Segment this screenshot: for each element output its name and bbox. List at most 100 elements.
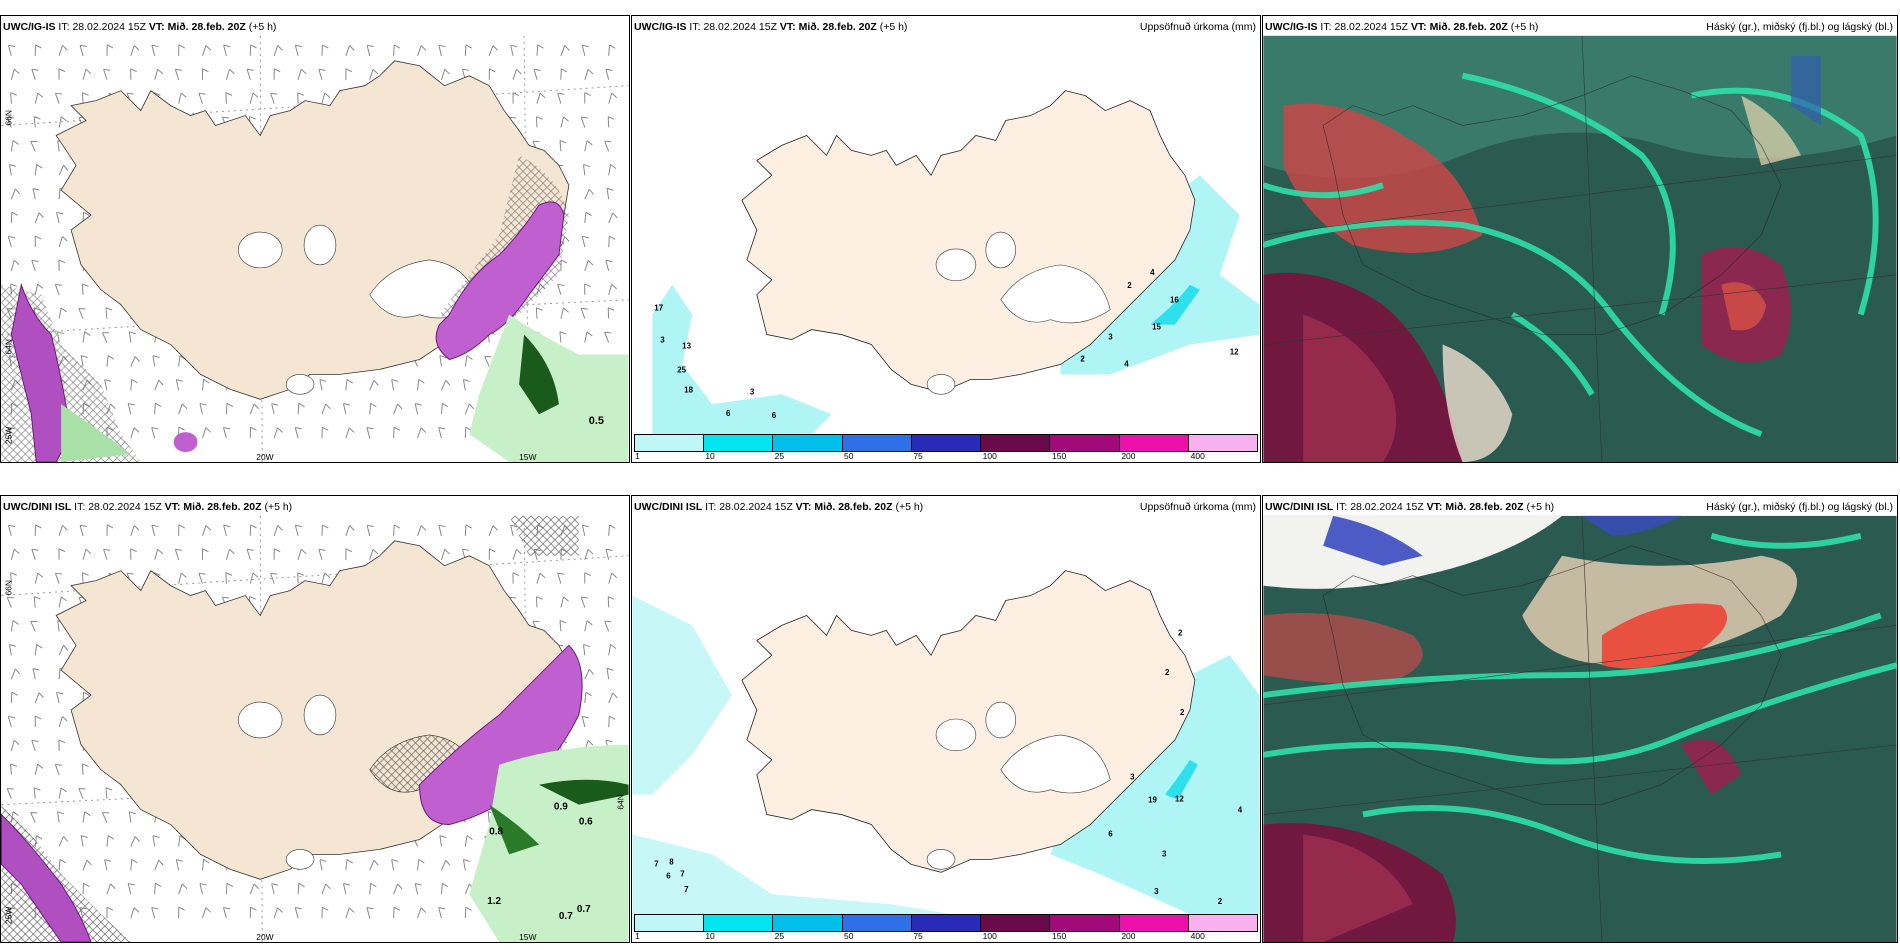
precip-values: 17 3 13 25 18 3 6 6 2 16 15 3 2 4 12 4 [654,268,1239,420]
wind-barb [581,44,589,56]
wind-barb [178,524,186,536]
panel-header: UWC/DINI ISL IT: 28.02.2024 15Z VT: Mið.… [3,501,293,513]
svg-text:8: 8 [669,857,674,866]
wind-barb [34,572,44,584]
wind-barb [512,92,520,104]
wind-barb [606,667,614,680]
wind-barb [106,906,114,919]
wind-barb [608,283,617,295]
legend-swatch [1050,915,1120,931]
wind-barb [225,572,233,584]
wind-barb [581,235,589,248]
panel-dini-precip: UWC/DINI ISL IT: 28.02.2024 15Z VT: Mið.… [631,495,1261,943]
wind-barb [560,596,569,608]
wind-barb [464,403,475,415]
wind-barb [82,548,92,560]
legend-swatch [842,915,912,931]
wind-barb [535,307,543,319]
wind-barb [440,379,451,391]
wind-barb [130,525,140,536]
legend-label: 50 [844,931,854,941]
svg-text:3: 3 [750,387,755,396]
wind-barb [249,883,259,895]
panel-title: Uppsöfnuð úrkoma (mm) [1139,501,1256,513]
wind-barb [78,788,86,799]
wind-barb [178,92,187,104]
wind-barb [152,835,160,847]
wind-barb [464,906,472,919]
wind-barb [560,45,570,56]
panel-dini-wind: UWC/DINI ISL IT: 28.02.2024 15Z VT: Mið.… [0,495,630,943]
wind-barb [34,92,44,104]
wind-barb [439,355,447,367]
svg-text:2: 2 [1218,897,1223,906]
panel-dini-clouds: UWC/DINI ISL IT: 28.02.2024 15Z VT: Mið.… [1262,495,1898,943]
wind-barb [30,620,38,632]
wind-barb [345,859,353,871]
precip-map: 17 3 13 25 18 3 6 6 2 16 15 3 2 4 12 4 [632,16,1260,462]
wind-barb [345,68,353,80]
wind-barb [58,787,67,799]
wind-barb [297,882,305,895]
wind-barb [366,907,374,919]
legend-label: 25 [774,931,785,941]
wind-barb [535,116,543,128]
svg-text:66N: 66N [3,580,13,596]
wind-barb [488,68,496,80]
svg-text:0.7: 0.7 [559,911,573,922]
wind-barb [34,283,44,295]
wind-barb [318,68,326,80]
wind-barb [130,548,137,560]
wind-barb [414,883,422,895]
lon-label-20w: 20W [256,452,273,462]
legend-label: 75 [913,931,923,941]
wind-barb [151,44,159,56]
svg-text:4: 4 [1150,268,1155,277]
legend-label: 1 [635,931,640,941]
wind-barb [606,187,614,200]
legend-swatch [1119,435,1189,451]
svg-text:3: 3 [1130,773,1135,782]
wind-barb [584,140,593,152]
wind-barb [32,187,40,200]
legend-swatch [635,915,705,931]
wind-barb [202,427,211,439]
panel-header: UWC/IG-IS IT: 28.02.2024 15Z VT: Mið. 28… [3,21,277,33]
legend-label: 150 [1052,451,1067,461]
wind-barb [512,68,522,80]
cloud-map [1263,515,1897,942]
wind-barb [106,524,114,536]
wind-barb [584,548,594,560]
wind-barb [605,259,613,271]
wind-barb [581,524,589,536]
wind-barb [584,331,593,343]
wind-barb [151,524,159,536]
legend-swatch [981,435,1051,451]
legend-swatch [704,915,774,931]
wind-barb [130,836,140,847]
wind-barb [130,858,138,871]
wind-barb [273,45,283,56]
wind-barb [604,331,612,343]
legend-swatch [1050,435,1120,451]
wind-barb [608,235,616,247]
legend-label: 10 [705,931,715,941]
wind-barb [58,45,68,56]
wind-barb [560,68,568,80]
wind-barb [246,68,254,80]
wind-barb [369,859,379,871]
wind-barb [7,44,15,56]
wind-barb [30,812,38,823]
wind-barb [393,883,403,895]
legend-swatch [842,435,912,451]
svg-text:2: 2 [1080,354,1085,363]
wind-barb [249,572,259,584]
wind-barb [345,45,355,56]
wind-barb [273,68,281,80]
panel-ig-is-clouds: UWC/IG-IS IT: 28.02.2024 15Z VT: Mið. 28… [1262,15,1898,463]
legend-label: 10 [705,451,715,461]
wind-barb [584,620,593,632]
svg-text:25W: 25W [3,907,13,924]
legend-label: 150 [1052,931,1067,941]
wind-barb [201,68,209,80]
